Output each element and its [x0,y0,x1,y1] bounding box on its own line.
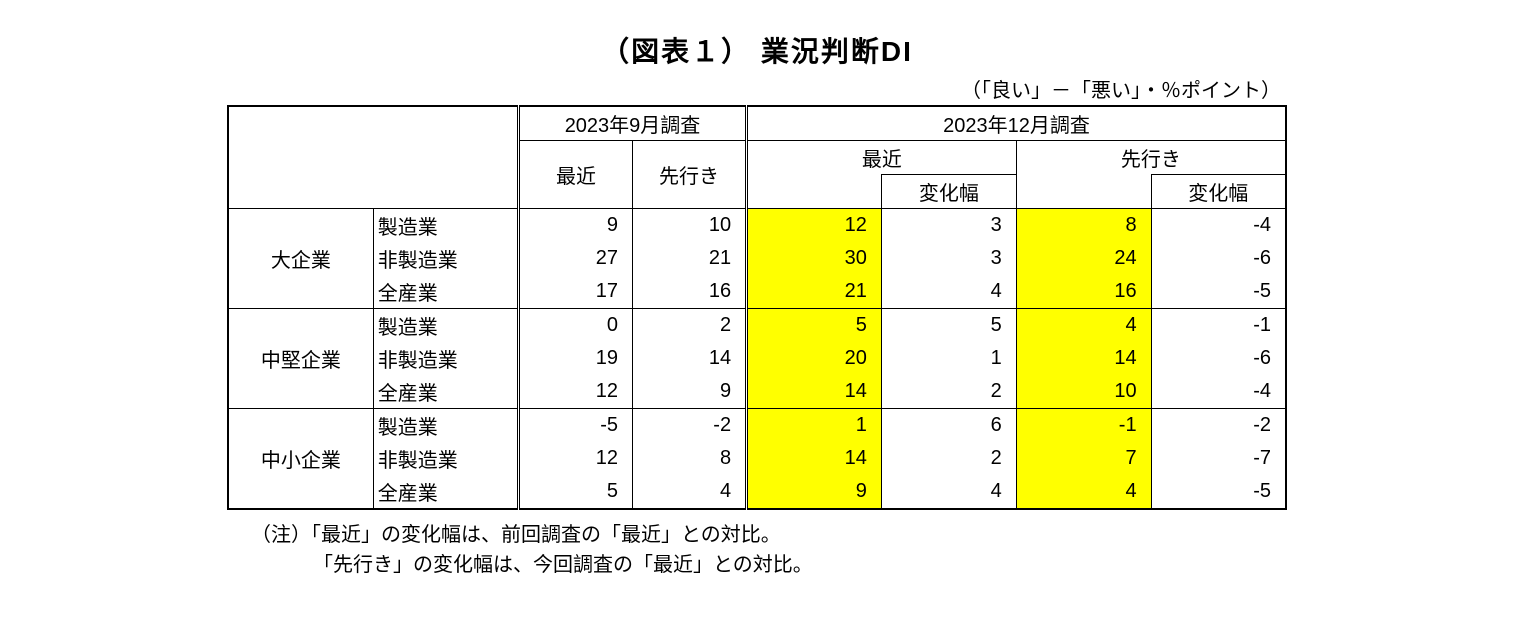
cell-dec-fwd-chg: -6 [1151,242,1286,275]
cell-dec-recent: 5 [747,309,882,343]
cell-dec-recent-chg: 6 [881,409,1016,443]
cell-dec-fwd: 8 [1016,209,1151,243]
cell-dec-recent-chg: 3 [881,242,1016,275]
cell-dec-fwd: 7 [1016,442,1151,475]
di-table: 2023年9月調査 2023年12月調査 最近 先行き 最近 先行き 変化幅 変… [227,105,1287,510]
table-title: （図表１） 業況判断DI [227,30,1287,70]
cell-sep-fwd: 8 [633,442,747,475]
cell-sep-recent: -5 [518,409,632,443]
cell-dec-fwd: 14 [1016,342,1151,375]
cell-sep-fwd: 16 [633,275,747,309]
cell-sep-fwd: 21 [633,242,747,275]
cell-sep-recent: 5 [518,475,632,509]
header-dec-recent-blank [747,175,882,209]
cell-dec-recent-chg: 2 [881,375,1016,409]
industry-label: 非製造業 [373,242,518,275]
header-dec-fwd-blank [1016,175,1151,209]
cell-dec-fwd: 10 [1016,375,1151,409]
footnote-line-2: 「先行き」の変化幅は、今回調査の「最近」との対比。 [251,550,1287,580]
cell-dec-fwd-chg: -5 [1151,275,1286,309]
cell-dec-fwd-chg: -5 [1151,475,1286,509]
industry-label: 製造業 [373,209,518,243]
category-label: 中堅企業 [228,309,373,409]
header-sep: 2023年9月調査 [518,106,746,141]
category-label: 中小企業 [228,409,373,510]
cell-dec-fwd-chg: -1 [1151,309,1286,343]
cell-sep-recent: 17 [518,275,632,309]
header-sep-fwd: 先行き [633,141,747,209]
cell-sep-recent: 27 [518,242,632,275]
cell-dec-recent-chg: 4 [881,275,1016,309]
cell-dec-recent: 1 [747,409,882,443]
cell-dec-recent-chg: 1 [881,342,1016,375]
cell-sep-fwd: 9 [633,375,747,409]
cell-dec-recent-chg: 3 [881,209,1016,243]
cell-dec-fwd: 4 [1016,475,1151,509]
cell-dec-recent: 12 [747,209,882,243]
cell-sep-recent: 0 [518,309,632,343]
cell-sep-fwd: 10 [633,209,747,243]
cell-dec-fwd: -1 [1016,409,1151,443]
cell-dec-fwd: 24 [1016,242,1151,275]
cell-sep-fwd: -2 [633,409,747,443]
cell-dec-recent-chg: 5 [881,309,1016,343]
cell-dec-fwd: 4 [1016,309,1151,343]
cell-dec-recent: 30 [747,242,882,275]
cell-dec-fwd-chg: -4 [1151,375,1286,409]
footnote-line-1: （注）「最近」の変化幅は、前回調査の「最近」との対比。 [251,520,1287,550]
cell-dec-fwd: 16 [1016,275,1151,309]
cell-dec-recent-chg: 4 [881,475,1016,509]
industry-label: 全産業 [373,275,518,309]
industry-label: 非製造業 [373,442,518,475]
cell-dec-recent: 20 [747,342,882,375]
industry-label: 全産業 [373,475,518,509]
cell-sep-recent: 9 [518,209,632,243]
unit-label: （「良い」－「悪い」・％ポイント） [227,74,1287,103]
footnote: （注）「最近」の変化幅は、前回調査の「最近」との対比。 「先行き」の変化幅は、今… [251,520,1287,580]
cell-sep-recent: 12 [518,375,632,409]
cell-dec-fwd-chg: -4 [1151,209,1286,243]
cell-dec-fwd-chg: -2 [1151,409,1286,443]
cell-dec-recent-chg: 2 [881,442,1016,475]
cell-sep-fwd: 14 [633,342,747,375]
cell-dec-recent: 21 [747,275,882,309]
header-sep-recent: 最近 [518,141,632,209]
cell-dec-fwd-chg: -6 [1151,342,1286,375]
industry-label: 製造業 [373,309,518,343]
header-dec-fwd-chg: 変化幅 [1151,175,1286,209]
header-blank [228,106,518,209]
header-dec-recent: 最近 [747,141,1017,175]
header-dec-fwd: 先行き [1016,141,1286,175]
header-dec: 2023年12月調査 [747,106,1286,141]
cell-sep-recent: 12 [518,442,632,475]
cell-sep-recent: 19 [518,342,632,375]
cell-dec-fwd-chg: -7 [1151,442,1286,475]
industry-label: 製造業 [373,409,518,443]
industry-label: 全産業 [373,375,518,409]
industry-label: 非製造業 [373,342,518,375]
header-dec-recent-chg: 変化幅 [881,175,1016,209]
category-label: 大企業 [228,209,373,309]
cell-dec-recent: 14 [747,375,882,409]
cell-sep-fwd: 4 [633,475,747,509]
cell-sep-fwd: 2 [633,309,747,343]
cell-dec-recent: 14 [747,442,882,475]
cell-dec-recent: 9 [747,475,882,509]
